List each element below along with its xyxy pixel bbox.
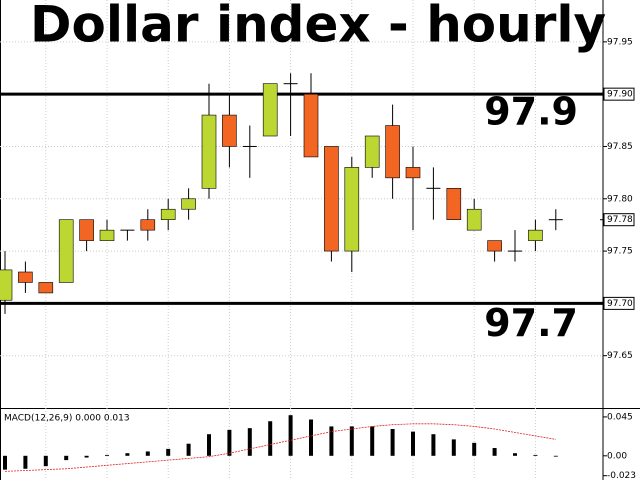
macd-bar <box>105 454 109 456</box>
candle-body <box>344 167 360 252</box>
level-label: 97.9 <box>484 90 578 134</box>
macd-bar <box>411 431 415 456</box>
y-tick-label: -0.023 <box>607 471 636 480</box>
candle-body <box>99 229 115 241</box>
candle-body <box>364 135 380 168</box>
macd-bar <box>125 453 130 456</box>
chart-title: Dollar index - hourly <box>30 0 606 54</box>
candle-body <box>160 208 176 220</box>
macd-bar <box>553 455 558 457</box>
macd-bar <box>3 455 7 470</box>
level-axis-box <box>603 296 635 310</box>
macd-bar <box>329 426 334 456</box>
macd-bar <box>247 428 252 456</box>
macd-label: MACD(12,26,9) 0.000 0.013 <box>4 414 130 424</box>
macd-bar <box>43 455 48 467</box>
macd-bar <box>349 426 354 456</box>
macd-bar <box>227 429 232 456</box>
candle-body <box>487 240 502 252</box>
macd-bar <box>370 426 375 456</box>
macd-bar <box>513 453 517 456</box>
y-tick-label: 97.65 <box>607 351 633 361</box>
candle-body <box>38 282 54 294</box>
y-tick-label: 97.75 <box>607 247 633 257</box>
y-tick-label: 97.95 <box>607 37 633 47</box>
candle-body <box>303 93 319 158</box>
candle-body <box>58 219 74 283</box>
y-tick-label: 97.85 <box>607 142 633 152</box>
candle-body <box>466 208 482 231</box>
macd-bar <box>64 455 69 461</box>
y-tick-label: 97.80 <box>607 194 633 204</box>
grid <box>0 0 607 480</box>
candle-body <box>222 114 237 147</box>
last-price-label: 97.78 <box>607 215 633 225</box>
y-tick-label-boxed: 97.90 <box>607 90 633 100</box>
candle-body <box>528 229 543 241</box>
macd-bar <box>472 442 477 456</box>
y-tick-label-boxed: 97.70 <box>607 299 633 309</box>
candle-body <box>446 188 462 220</box>
macd-bar <box>492 448 497 456</box>
last-price-box <box>603 213 635 227</box>
candle-body <box>385 125 400 179</box>
macd-bar <box>207 434 211 456</box>
marks <box>0 73 606 472</box>
macd-bar <box>166 448 171 456</box>
macd-bar <box>451 439 456 456</box>
macd-bar <box>268 421 273 456</box>
macd-bar <box>533 454 538 456</box>
candle-body <box>181 198 196 210</box>
macd-bar <box>186 443 191 456</box>
y-tick-label: 0.045 <box>607 412 633 422</box>
candle-body <box>0 269 13 301</box>
macd-bar <box>23 455 28 469</box>
macd-bar <box>390 429 395 456</box>
macd-bar <box>288 415 293 456</box>
candle-body <box>18 271 33 283</box>
macd-bar <box>309 419 313 456</box>
candle-body <box>79 219 94 241</box>
candle-body <box>140 219 156 231</box>
macd-bar <box>431 434 436 456</box>
macd-bar <box>84 455 89 458</box>
level-label: 97.7 <box>484 301 578 345</box>
macd-bar <box>145 451 150 456</box>
candle-body <box>262 83 278 137</box>
candle-body <box>201 114 217 189</box>
y-tick-label: 0.00 <box>607 451 627 461</box>
candle-body <box>405 167 421 179</box>
level-axis-box <box>603 87 635 101</box>
labels: 97.95 97.90 97.85 97.80 97.75 97.70 97.65 97.9 9… <box>484 37 636 480</box>
candle-body <box>324 146 339 252</box>
signal-line <box>4 423 556 472</box>
